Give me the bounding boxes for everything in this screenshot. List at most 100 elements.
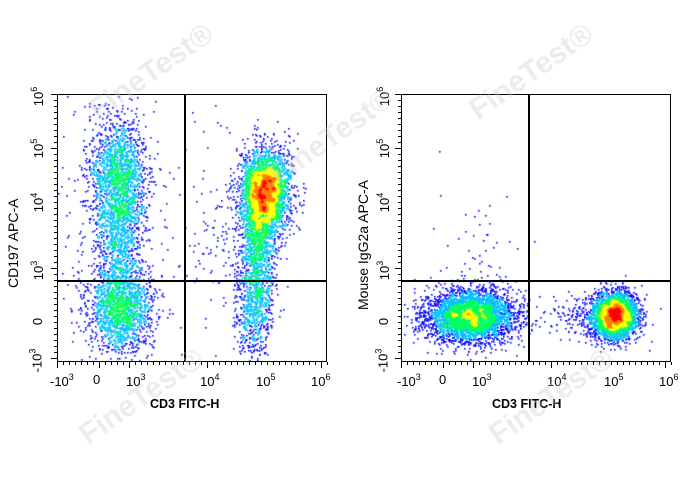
x-axis-label: CD3 FITC-H: [150, 397, 220, 411]
y-axis-tick-mark: [398, 178, 401, 179]
flow-plot-panel-cd197: CD197 APC-A 106 105 104 103 0 -103 -103 …: [5, 86, 331, 411]
x-axis-tick-mark: [575, 362, 576, 365]
y-axis-tick-mark: [54, 154, 57, 155]
x-axis-tick-mark: [635, 362, 636, 365]
y-axis-tick-mark: [51, 148, 57, 149]
y-axis-tick-mark: [398, 142, 401, 143]
x-axis-tick-mark: [527, 362, 528, 365]
x-axis-tick-mark: [99, 362, 100, 368]
y-axis-tick-mark: [54, 106, 57, 107]
y-axis-tick-mark: [398, 154, 401, 155]
x-axis-tick-mark: [213, 362, 214, 365]
x-tick-1e6: 106: [311, 372, 331, 389]
x-axis-tick-mark: [569, 362, 570, 365]
y-tick-1e5: 105: [375, 138, 393, 159]
y-tick-1e5: 105: [29, 138, 47, 159]
x-axis-tick-mark: [189, 362, 190, 365]
x-axis-tick-mark: [641, 362, 642, 365]
quadrant-gate-horizontal: [402, 280, 670, 282]
y-axis-tick-mark: [398, 262, 401, 263]
x-axis-tick-mark: [659, 362, 660, 365]
x-axis-tick-mark: [473, 362, 474, 368]
y-axis-tick-mark: [395, 358, 401, 359]
x-axis-tick-mark: [225, 362, 226, 365]
x-axis-tick-mark: [117, 362, 118, 365]
x-axis-tick-mark: [201, 362, 202, 365]
y-axis-tick-mark: [54, 142, 57, 143]
y-tick-1e4: 104: [375, 192, 393, 213]
y-axis-tick-mark: [398, 334, 401, 335]
y-axis-tick-mark: [398, 304, 401, 305]
x-axis-tick-mark: [165, 362, 166, 365]
x-axis-tick-mark: [515, 362, 516, 365]
x-tick-neg1e3: -103: [50, 372, 74, 389]
x-axis-tick-mark: [195, 362, 196, 365]
x-axis-tick-mark: [267, 362, 268, 365]
y-axis-tick-mark: [398, 310, 401, 311]
x-axis-tick-mark: [623, 362, 624, 365]
x-tick-0: 0: [439, 372, 447, 387]
x-axis-tick-mark: [297, 362, 298, 365]
y-axis-tick-mark: [398, 346, 401, 347]
y-axis-tick-mark: [398, 280, 401, 281]
x-axis-tick-mark: [509, 362, 510, 365]
y-axis-tick-mark: [54, 274, 57, 275]
y-axis-tick-mark: [398, 256, 401, 257]
y-axis-tick-mark: [51, 358, 57, 359]
y-axis-tick-mark: [54, 244, 57, 245]
y-axis-tick-mark: [398, 106, 401, 107]
x-axis-tick-mark: [141, 362, 142, 365]
x-axis-tick-mark: [665, 362, 666, 368]
x-axis-tick-mark: [309, 362, 310, 365]
y-tick-1e6: 106: [29, 86, 47, 107]
y-axis-tick-mark: [54, 160, 57, 161]
y-axis-tick-mark: [54, 226, 57, 227]
y-axis-tick-mark: [398, 238, 401, 239]
x-axis-tick-mark: [111, 362, 112, 365]
x-axis-tick-mark: [431, 362, 432, 365]
x-axis-tick-mark: [413, 362, 414, 365]
y-axis-tick-mark: [398, 112, 401, 113]
x-axis-tick-mark: [135, 362, 136, 365]
x-axis-tick-mark: [593, 362, 594, 365]
x-axis-tick-mark: [273, 362, 274, 365]
y-axis-tick-mark: [398, 328, 401, 329]
x-axis-tick-mark: [461, 362, 462, 365]
x-axis-tick-mark: [69, 362, 70, 365]
y-axis-tick-mark: [51, 94, 57, 95]
y-axis-tick-mark: [398, 136, 401, 137]
x-axis-tick-mark: [557, 362, 558, 365]
y-axis-tick-mark: [398, 322, 401, 323]
y-axis-tick-mark: [398, 286, 401, 287]
y-axis-tick-mark: [54, 238, 57, 239]
x-axis-tick-mark: [183, 362, 184, 365]
y-axis-tick-mark: [54, 178, 57, 179]
x-axis-tick-mark: [407, 362, 408, 365]
y-axis-tick-mark: [398, 292, 401, 293]
y-axis-label: Mouse IgG2a APC-A: [355, 180, 371, 310]
y-axis-tick-mark: [398, 214, 401, 215]
x-axis-tick-mark: [159, 362, 160, 365]
x-axis-tick-mark: [497, 362, 498, 365]
y-axis-tick-mark: [54, 250, 57, 251]
y-axis-tick-mark: [398, 250, 401, 251]
x-axis-tick-mark: [539, 362, 540, 365]
x-axis-tick-mark: [419, 362, 420, 365]
x-tick-0: 0: [93, 372, 101, 387]
y-axis-tick-mark: [398, 274, 401, 275]
y-axis-tick-mark: [54, 262, 57, 263]
x-axis-label: CD3 FITC-H: [492, 397, 562, 411]
y-axis-tick-mark: [54, 280, 57, 281]
x-axis-tick-mark: [503, 362, 504, 365]
x-axis-tick-mark: [261, 362, 262, 365]
x-axis-tick-mark: [671, 362, 672, 365]
x-axis-tick-mark: [425, 362, 426, 365]
x-axis-tick-mark: [327, 362, 328, 365]
x-tick-1e4: 104: [547, 372, 567, 389]
y-axis-tick-mark: [398, 124, 401, 125]
x-tick-1e4: 104: [200, 372, 220, 389]
x-axis-tick-mark: [249, 362, 250, 365]
y-axis-tick-mark: [54, 100, 57, 101]
y-axis-tick-mark: [398, 196, 401, 197]
x-axis-tick-mark: [303, 362, 304, 365]
